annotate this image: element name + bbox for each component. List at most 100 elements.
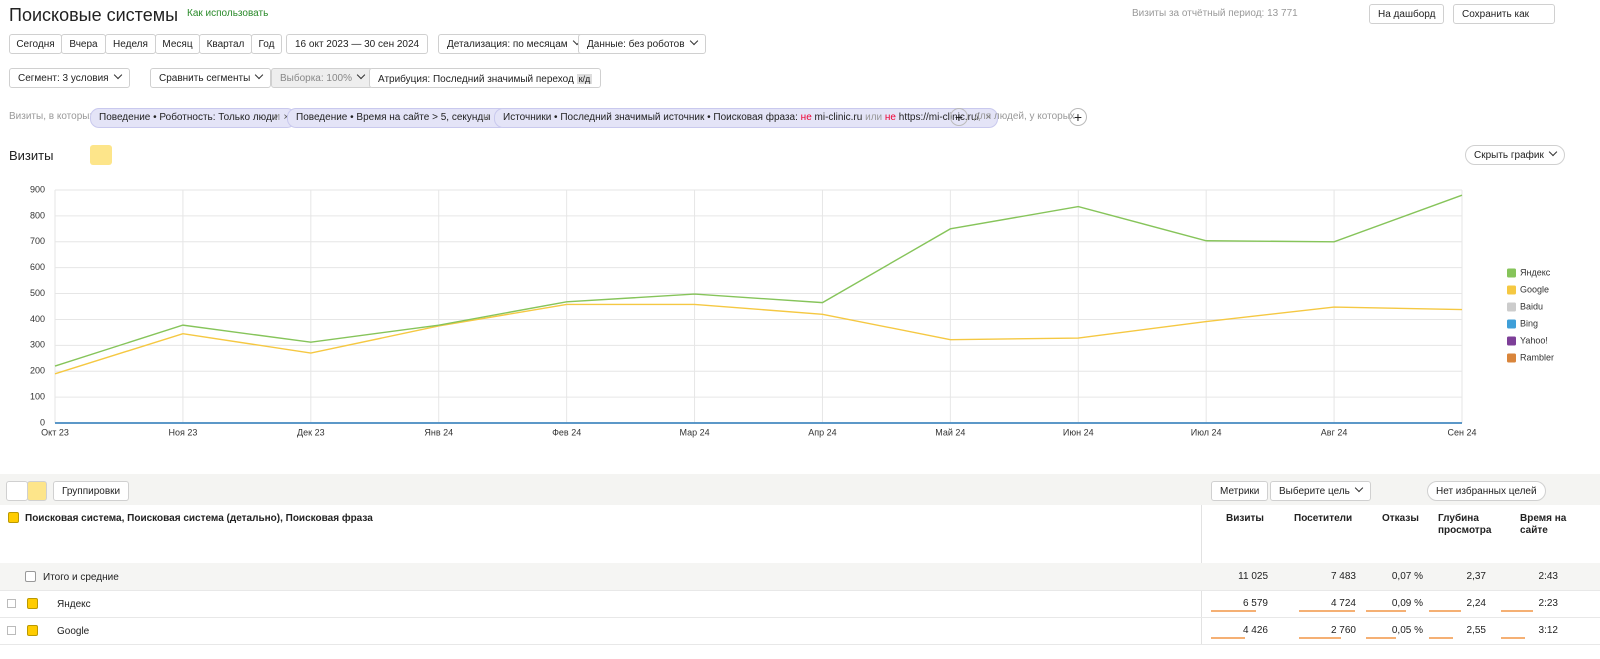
chip-value: https://mi-clinic.ru/ [898,112,980,123]
cell-bar [1501,637,1525,639]
list-view[interactable] [6,481,28,501]
attribution-button[interactable]: Атрибуция: Последний значимый переход к/… [369,68,602,88]
column-header: Визиты [1226,513,1264,524]
cell: 11 025 [1238,571,1268,582]
cell: 4 426 [1242,625,1268,636]
period-button[interactable]: Вчера [61,34,106,54]
x-tick-label: Фев 24 [552,427,581,437]
filter-chip[interactable]: Источники • Последний значимый источник … [494,108,999,128]
x-tick-label: Май 24 [935,427,965,437]
x-tick-label: Авг 24 [1321,427,1348,437]
cell-bar [1211,610,1256,612]
chart-title: Визиты [9,148,54,163]
line-chart-toggle[interactable] [90,145,112,165]
legend-swatch [1507,285,1516,295]
column-header: Время на сайте [1520,513,1567,536]
legend-label: Rambler [1520,352,1554,362]
tree-view[interactable] [27,481,47,501]
cell: 2:43 [1538,571,1558,582]
legend-label: Google [1520,284,1549,294]
chip-not: не [800,112,812,123]
hide-chart-button[interactable]: Скрыть график [1465,145,1565,165]
add-filter[interactable]: + [950,108,968,126]
save-button[interactable]: Сохранить как [1453,4,1555,24]
x-tick-label: Июл 24 [1191,427,1222,437]
x-tick-label: Ноя 23 [168,427,197,437]
attribution-text: Атрибуция: Последний значимый переход [378,74,574,85]
x-tick-label: Окт 23 [41,427,69,437]
x-tick-label: Дек 23 [297,427,325,437]
segment-button[interactable]: Сегмент: 3 условия [9,68,130,88]
expand-button[interactable] [7,626,16,635]
metrics-button[interactable]: Метрики [1211,481,1269,501]
row-divider [0,617,1600,618]
legend-swatch [1507,302,1516,312]
cell: 0,09 % [1391,598,1423,609]
y-tick-label: 900 [30,184,45,194]
detail-select[interactable]: Детализация: по месяцам [438,34,589,54]
column-header: Посетители [1294,513,1353,524]
cell-bar [1299,637,1341,639]
legend-label: Bing [1520,318,1538,328]
series-line [54,194,1463,367]
legend-swatch [1507,336,1516,346]
expand-button[interactable] [7,599,16,608]
row-label: Google [57,626,90,637]
row-label: Итого и средние [43,572,119,583]
help-link[interactable]: Как использовать [187,8,269,19]
y-tick-label: 500 [30,288,45,298]
period-button[interactable]: Сегодня [9,34,62,54]
cell: 7 483 [1330,571,1356,582]
period-button[interactable]: Год [251,34,282,54]
add-people-filter[interactable]: + [1069,108,1087,126]
cell: 3:12 [1538,625,1558,636]
column-header: Отказы [1382,513,1419,524]
filter-chip[interactable]: Поведение • Время на сайте > 5, секунды [287,108,510,128]
cell-bar [1211,637,1245,639]
cell: 2,55 [1466,625,1486,636]
legend-label: Яндекс [1520,267,1551,277]
cell: 4 724 [1330,598,1356,609]
x-tick-label: Мар 24 [679,427,709,437]
checkbox[interactable] [8,512,19,523]
filter-prefix: Визиты, в которых [9,111,95,122]
dimension-header: Поисковая система, Поисковая система (де… [25,513,373,524]
y-tick-label: 0 [40,417,45,427]
chip-not: не [884,112,896,123]
filter-chip[interactable]: Поведение • Роботность: Только люди [90,108,297,128]
period-button[interactable]: Месяц [155,34,200,54]
chip-text: Источники • Последний значимый источник … [503,112,798,123]
checkbox[interactable] [25,571,36,582]
groupings-button[interactable]: Группировки [53,481,130,501]
favorites-button[interactable]: Нет избранных целей [1427,481,1546,501]
date-range[interactable]: 16 окт 2023 — 30 сен 2024 [286,34,429,54]
cell: 2,37 [1466,571,1486,582]
cell-bar [1429,610,1461,612]
joiner: и [274,111,281,123]
legend-label: Yahoo! [1520,335,1548,345]
column-header: Глубина просмотра [1438,513,1492,536]
row-divider [0,644,1600,645]
legend-label: Baidu [1520,301,1543,311]
period-button[interactable]: Неделя [105,34,156,54]
people-prefix: для людей, у которых [974,111,1075,122]
chart: 0 100 200 300 400 500 600 700 800 900 Окт 23 Ноя 23… [30,184,1554,437]
legend-swatch [1507,319,1516,329]
row-divider [0,590,1600,591]
checkbox[interactable] [27,625,38,636]
period-button[interactable]: Квартал [199,34,252,54]
cell-bar [1429,637,1453,639]
cell: 0,05 % [1391,625,1423,636]
compare-button[interactable]: Сравнить сегменты [150,68,272,88]
goal-select[interactable]: Выберите цель [1270,481,1371,501]
dashboard-button[interactable]: На дашборд [1369,4,1445,24]
data-select[interactable]: Данные: без роботов [578,34,706,54]
row-label: Яндекс [57,599,91,610]
cell: 2,24 [1466,598,1486,609]
legend-swatch [1507,353,1516,363]
cell: 2 760 [1330,625,1356,636]
checkbox[interactable] [27,598,38,609]
series-line [54,303,1463,375]
chip-or: или [865,112,883,123]
